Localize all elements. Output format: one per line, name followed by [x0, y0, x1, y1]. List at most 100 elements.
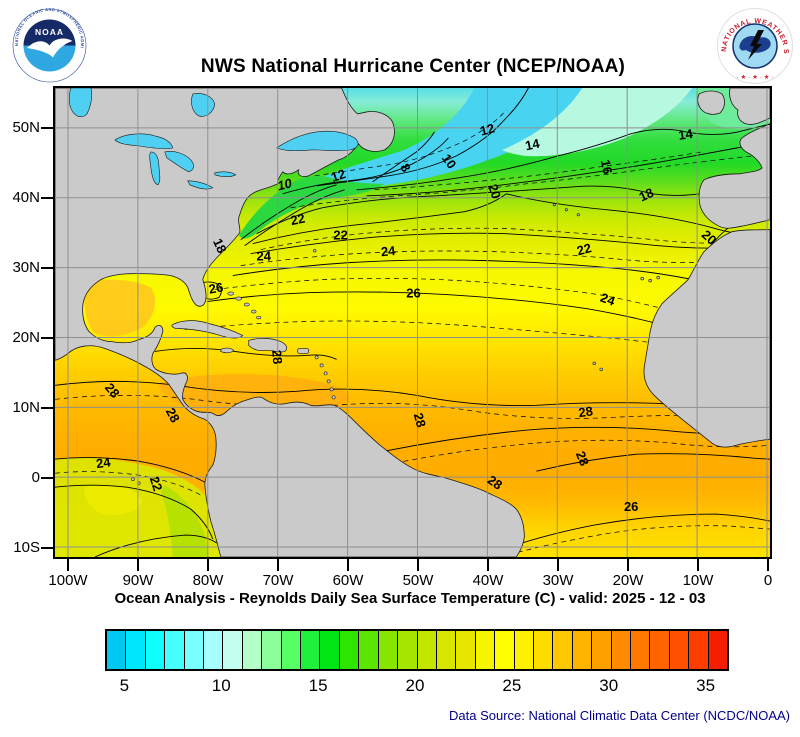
x-tick-mark [487, 559, 489, 571]
colorbar-cell [436, 631, 457, 669]
colorbar-cell [378, 631, 399, 669]
x-tick-label: 30W [542, 572, 574, 589]
y-tick-label: 0 [31, 469, 40, 486]
contour-label: 28 [485, 472, 505, 493]
colorbar-cell [301, 631, 321, 669]
noaa-wordmark: NOAA [35, 27, 64, 37]
x-tick-mark [67, 559, 69, 571]
x-tick-label: 60W [332, 572, 364, 589]
colorbar-cell [592, 631, 612, 669]
y-tick-mark [41, 407, 53, 409]
colorbar-cell [107, 631, 127, 669]
colorbar-cell [417, 631, 437, 669]
colorbar-cell [572, 631, 593, 669]
x-tick-label: 20W [612, 572, 644, 589]
noaa-logo-icon: NATIONAL OCEANIC AND ATMOSPHERIC ADMINIS… [12, 8, 87, 83]
y-tick-mark [41, 267, 53, 269]
colorbar-cell [184, 631, 205, 669]
map-frame: 12 10 8 10 12 14 14 16 20 18 20 18 22 22 24 24 22 26 26 24 2… [53, 86, 772, 559]
colorbar-cell [689, 631, 709, 669]
contour-label: 26 [208, 279, 225, 296]
x-tick-label: 40W [472, 572, 504, 589]
y-tick-mark [41, 337, 53, 339]
nws-lightning-icon [748, 30, 764, 60]
contour-label: 24 [256, 249, 271, 264]
contour-label: 26 [624, 499, 638, 514]
colorbar-cell [475, 631, 496, 669]
land-europe [698, 123, 770, 229]
contour-label: 12 [329, 166, 347, 185]
x-tick-mark [417, 559, 419, 571]
colorbar-tick-label: 15 [308, 676, 328, 695]
lake-ontario [214, 171, 237, 177]
colorbar-cell [495, 631, 515, 669]
gulf-of-st-lawrence [276, 130, 359, 152]
y-tick-label: 30N [12, 259, 40, 276]
colorbar-cell [708, 631, 727, 669]
colorbar-tick-label: 25 [502, 676, 522, 695]
y-tick-mark [41, 477, 53, 479]
contour-label: 18 [637, 185, 656, 205]
x-tick-label: 90W [122, 572, 154, 589]
island-puerto-rico [297, 348, 309, 354]
lakes [69, 88, 359, 190]
contour-label: 14 [524, 135, 542, 153]
contour-label: 14 [677, 126, 694, 143]
colorbar-cell [456, 631, 476, 669]
land-ireland [697, 90, 725, 115]
colorbar-cell [553, 631, 573, 669]
colorbar-cell [669, 631, 690, 669]
nws-stars: · ★ · ★ · ★ · [737, 73, 774, 81]
data-source-text: Data Source: National Climatic Data Cent… [449, 708, 790, 723]
colorbar-tick-label: 30 [599, 676, 619, 695]
noaa-disc-bottom [23, 45, 76, 72]
x-tick-mark [697, 559, 699, 571]
island-chains [131, 203, 660, 485]
y-tick-label: 50N [12, 119, 40, 136]
x-tick-label: 0 [763, 572, 773, 589]
contour-label: 22 [289, 210, 306, 228]
contour-label: 26 [406, 286, 420, 301]
y-tick-mark [41, 127, 53, 129]
colorbar-tick-label: 5 [119, 676, 130, 695]
contour-label: 20 [485, 182, 504, 200]
contour-label: 18 [210, 236, 230, 255]
x-tick-mark [347, 559, 349, 571]
colorbar-cell [359, 631, 379, 669]
contour-label: 22 [333, 228, 347, 243]
x-tick-mark [137, 559, 139, 571]
y-tick-label: 40N [12, 189, 40, 206]
colorbar-tick-label: 10 [211, 676, 231, 695]
contour-label: 10 [276, 175, 294, 193]
lake-superior [114, 133, 174, 149]
contour-label: 22 [575, 240, 593, 258]
contour-label: 28 [577, 403, 593, 420]
colorbar-cell [611, 631, 631, 669]
colorbar-cell [398, 631, 418, 669]
x-tick-label: 10W [682, 572, 714, 589]
x-tick-mark [207, 559, 209, 571]
noaa-seagull-icon [27, 38, 73, 58]
colorbar-cell [533, 631, 554, 669]
colorbar-cell [126, 631, 146, 669]
contour-label: 10 [439, 151, 460, 171]
colorbar-tick-label: 35 [696, 676, 716, 695]
colorbar-cell [262, 631, 282, 669]
x-tick-label: 70W [262, 572, 294, 589]
contour-label: 24 [95, 454, 112, 471]
contour-label: 16 [598, 158, 616, 175]
colorbar-cell [223, 631, 243, 669]
land-africa [643, 229, 770, 448]
x-tick-label: 50W [402, 572, 434, 589]
nws-logo-icon: NATIONAL WEATHER SERVICE · ★ · ★ · ★ · [716, 4, 793, 84]
colorbar-cell [281, 631, 302, 669]
contour-label: 24 [380, 243, 396, 259]
y-tick-mark [41, 197, 53, 199]
x-tick-mark [627, 559, 629, 571]
lake-huron [164, 151, 194, 173]
x-tick-mark [557, 559, 559, 571]
contour-label: 28 [411, 411, 429, 429]
x-tick-label: 80W [192, 572, 224, 589]
